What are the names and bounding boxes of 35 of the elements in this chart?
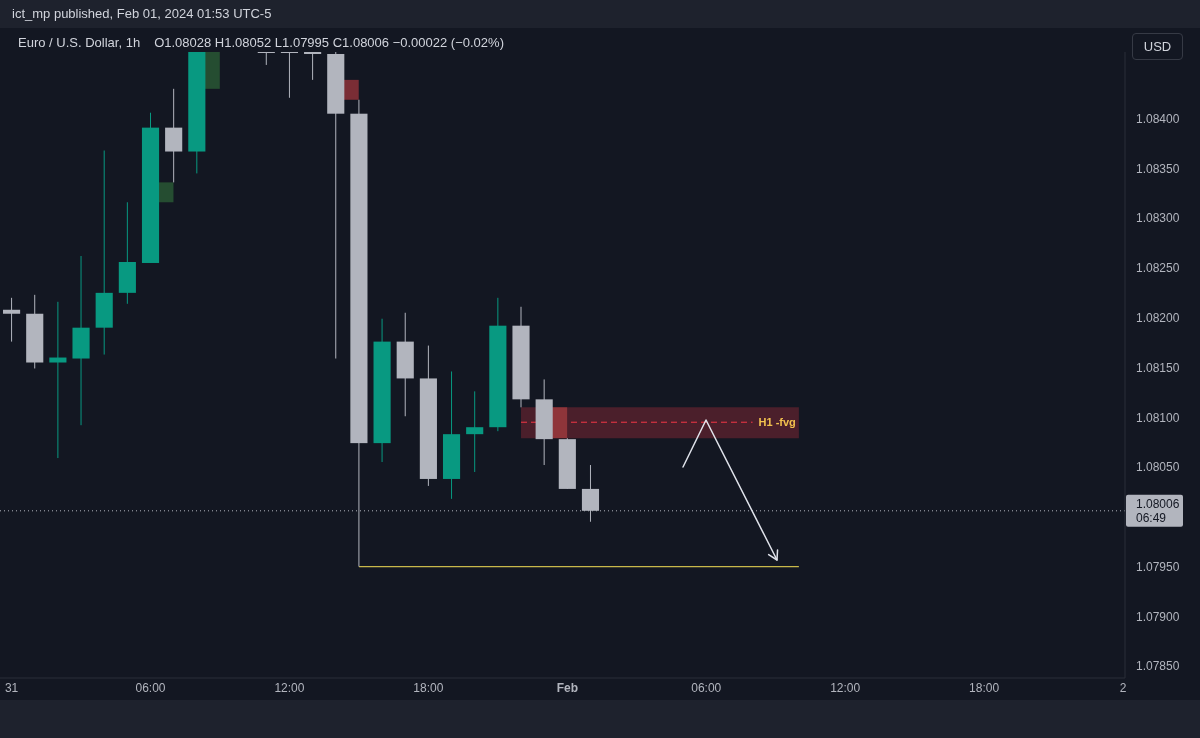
y-tick-label: 1.08250 <box>1136 261 1180 276</box>
y-tick-label: 1.08050 <box>1136 460 1180 475</box>
x-tick-label: 12:00 <box>274 680 305 695</box>
x-tick-label: Feb <box>556 680 578 695</box>
x-tick-label: 18:00 <box>413 680 444 695</box>
text: ict_mp published, Feb 01, 2024 01:53 UTC-5 <box>12 6 272 21</box>
x-tick-label: 12:00 <box>830 680 861 695</box>
y-axis-title: USD <box>1143 39 1172 54</box>
candlestick <box>49 301 67 459</box>
chart-title: Euro / U.S. Dollar, 1h <box>18 35 141 50</box>
bar <box>158 182 174 203</box>
y-tick-label: 1.07850 <box>1136 659 1180 674</box>
x-tick-label: 2 <box>1119 680 1127 695</box>
candlestick <box>466 390 484 473</box>
y-tick-label: 1.08300 <box>1136 211 1180 226</box>
unit-button: USD <box>1132 33 1183 60</box>
y-tick-label: 1.08100 <box>1136 410 1180 425</box>
y-tick-label: 1.08400 <box>1136 111 1180 126</box>
y-tick-label: 1.08200 <box>1136 310 1180 325</box>
x-tick-label: 18:00 <box>969 680 1000 695</box>
y-tick-label: 1.08150 <box>1136 360 1180 375</box>
candlestick <box>257 52 275 66</box>
candlestick <box>165 88 183 183</box>
y-tick-label: 1.07950 <box>1136 559 1180 574</box>
x-tick-label: 31 <box>4 680 19 695</box>
candlestick <box>3 297 21 343</box>
candlestick <box>280 52 299 99</box>
candlestick <box>304 52 322 81</box>
y-tick-label: 1.08350 <box>1136 161 1180 176</box>
ref-line-label: 1.08006 06:49 <box>1136 496 1180 525</box>
x-tick-label: 06:00 <box>135 680 166 695</box>
chart-subtitle: O1.08028 H1.08052 L1.07995 C1.08006 −0.00022 (−0.02%) <box>154 35 504 50</box>
series-label: H1 -fvg <box>758 416 796 429</box>
y-tick-label: 1.07900 <box>1136 609 1180 624</box>
x-tick-label: 06:00 <box>691 680 722 695</box>
